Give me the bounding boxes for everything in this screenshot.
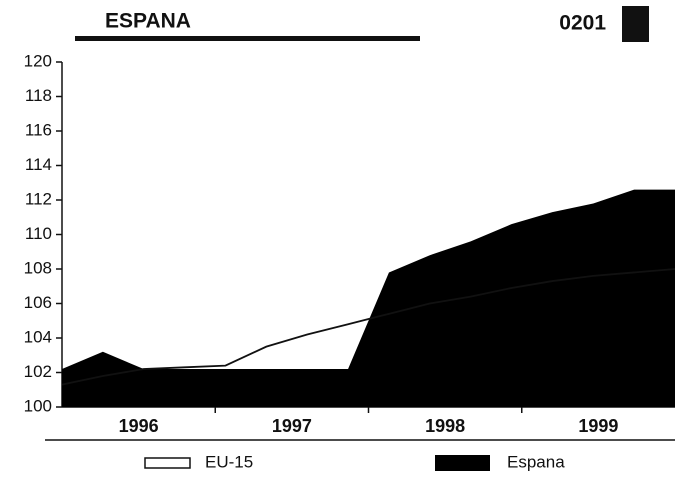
x-tick-label: 1996 bbox=[119, 416, 159, 436]
y-tick-label: 110 bbox=[25, 224, 52, 243]
y-tick-label: 116 bbox=[25, 120, 52, 139]
chart-title: ESPANA bbox=[105, 10, 191, 33]
y-tick-label: 114 bbox=[25, 155, 52, 174]
eu15-line bbox=[61, 268, 675, 386]
chart-code: 0201 bbox=[559, 12, 606, 35]
espana-area bbox=[62, 189, 675, 407]
legend-swatch bbox=[435, 455, 490, 471]
y-tick-label: 120 bbox=[24, 51, 52, 70]
x-tick-label: 1998 bbox=[425, 416, 465, 436]
y-tick-label: 102 bbox=[24, 362, 52, 381]
legend-label: Espana bbox=[507, 452, 565, 471]
code-block bbox=[622, 6, 649, 42]
y-tick-label: 104 bbox=[24, 327, 52, 346]
title-bar bbox=[75, 36, 420, 41]
x-tick-label: 1997 bbox=[272, 416, 312, 436]
y-tick-label: 112 bbox=[25, 189, 52, 208]
x-tick-label: 1999 bbox=[578, 416, 618, 436]
y-tick-label: 100 bbox=[24, 396, 52, 415]
legend-swatch bbox=[144, 457, 191, 469]
y-tick-label: 106 bbox=[24, 293, 52, 312]
y-tick-label: 108 bbox=[24, 258, 52, 277]
legend-label: EU-15 bbox=[205, 452, 253, 471]
y-tick-label: 118 bbox=[25, 86, 52, 105]
